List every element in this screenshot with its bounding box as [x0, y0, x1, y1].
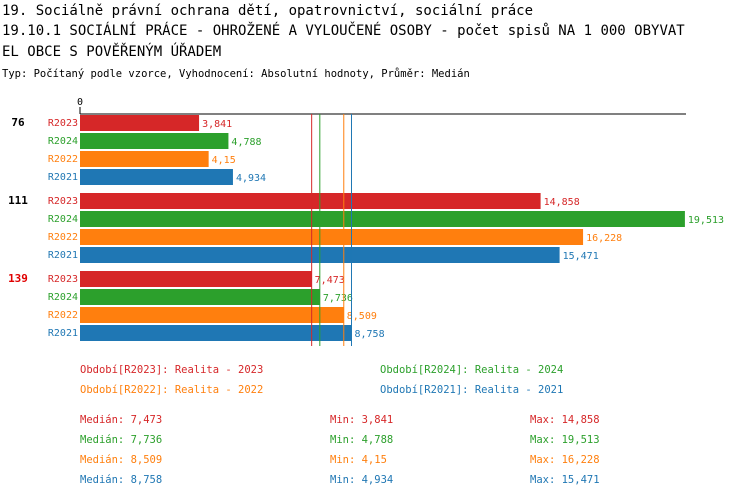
legend-entry: Období[R2021]: Realita - 2021 [380, 384, 563, 396]
bar [80, 169, 233, 185]
series-label: R2023 [48, 118, 78, 129]
legend-entry: Období[R2024]: Realita - 2024 [380, 364, 563, 376]
bar [80, 151, 209, 167]
min-stat: Min: 4,15 [330, 454, 387, 466]
bar [80, 289, 320, 305]
category-label: 111 [8, 194, 28, 207]
value-label: 8,509 [347, 311, 377, 322]
median-stat: Medián: 7,473 [80, 414, 162, 426]
median-stat: Medián: 8,758 [80, 474, 162, 486]
value-label: 14,858 [544, 197, 580, 208]
bar [80, 307, 344, 323]
max-stat: Max: 15,471 [530, 474, 600, 486]
value-label: 8,758 [354, 329, 384, 340]
max-stat: Max: 19,513 [530, 434, 600, 446]
value-label: 19,513 [688, 215, 724, 226]
bar [80, 133, 229, 149]
title-line: 19.10.1 SOCIÁLNÍ PRÁCE - OHROŽENÉ A VYLO… [2, 21, 685, 39]
value-label: 15,471 [563, 251, 599, 262]
series-label: R2024 [48, 292, 78, 303]
title-line: 19. Sociálně právní ochrana dětí, opatro… [2, 3, 533, 19]
value-label: 7,473 [315, 275, 345, 286]
median-stat: Medián: 8,509 [80, 454, 162, 466]
value-label: 4,934 [236, 173, 266, 184]
series-label: R2024 [48, 136, 78, 147]
max-stat: Max: 16,228 [530, 454, 600, 466]
series-label: R2022 [48, 154, 78, 165]
bar [80, 325, 352, 341]
value-label: 4,15 [212, 155, 236, 166]
min-stat: Min: 4,788 [330, 434, 393, 446]
max-stat: Max: 14,858 [530, 414, 600, 426]
value-label: 3,841 [202, 119, 232, 130]
x-tick-label: 0 [77, 97, 83, 108]
min-stat: Min: 4,934 [330, 474, 393, 486]
category-label: 139 [8, 272, 28, 285]
series-label: R2024 [48, 214, 78, 225]
value-label: 4,788 [231, 137, 261, 148]
value-label: 7,736 [323, 293, 353, 304]
category-label: 76 [11, 116, 25, 129]
bar [80, 193, 541, 209]
median-stat: Medián: 7,736 [80, 434, 162, 446]
title-line: EL OBCE S POVĚŘENÝM ÚŘADEM [2, 42, 221, 60]
series-label: R2022 [48, 232, 78, 243]
bar [80, 229, 584, 245]
value-label: 16,228 [586, 233, 622, 244]
bar [80, 271, 312, 287]
legend-entry: Období[R2023]: Realita - 2023 [80, 364, 263, 376]
series-label: R2023 [48, 274, 78, 285]
series-label: R2021 [48, 250, 78, 261]
bar [80, 115, 200, 131]
series-label: R2022 [48, 310, 78, 321]
legend-entry: Období[R2022]: Realita - 2022 [80, 384, 263, 396]
series-label: R2021 [48, 172, 78, 183]
series-label: R2021 [48, 328, 78, 339]
series-label: R2023 [48, 196, 78, 207]
subtitle: Typ: Počítaný podle vzorce, Vyhodnocení:… [2, 68, 470, 80]
bar [80, 211, 685, 227]
min-stat: Min: 3,841 [330, 414, 393, 426]
